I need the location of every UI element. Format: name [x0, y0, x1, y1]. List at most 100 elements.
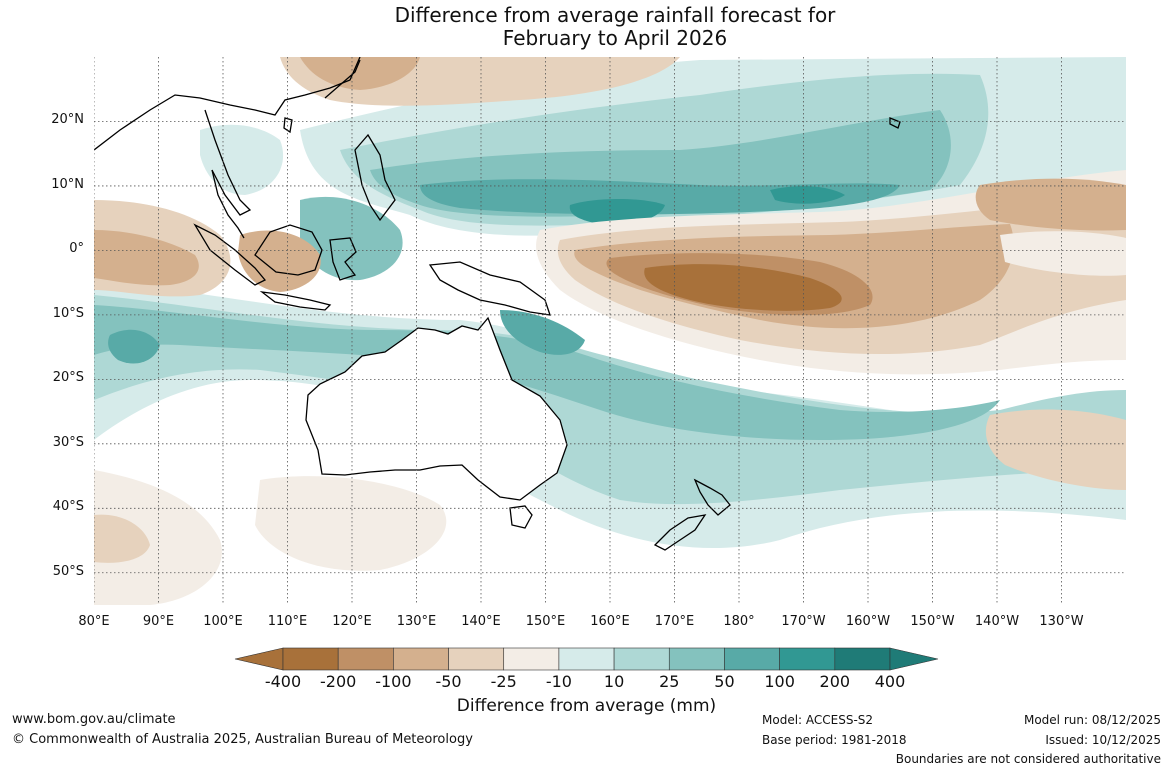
- longitude-label: 150°E: [525, 614, 566, 629]
- colorbar-tick-label: -200: [320, 672, 357, 691]
- colorbar-segment: [724, 647, 780, 671]
- longitude-label: 130°W: [1039, 614, 1084, 629]
- longitude-label: 140°W: [974, 614, 1020, 629]
- anomaly-wet-max-north: [569, 198, 665, 225]
- latitude-label: 10°S: [52, 305, 84, 321]
- rainfall-map: 20°N 10°N 0° 10°S 20°S 30°S 40°S 50°S 80°E 90°E 1…: [51, 57, 1126, 629]
- anomaly-wet-core-north: [420, 179, 900, 215]
- coast-sulawesi: [329, 237, 357, 281]
- colorbar-segment: [834, 647, 891, 671]
- coast-borneo: [254, 224, 323, 276]
- longitude-label: 140°E: [461, 614, 501, 629]
- issued-date: Issued: 10/12/2025: [1045, 733, 1161, 747]
- colorbar-tick-label: 10: [603, 672, 625, 691]
- anomaly-dry-southwest: [94, 470, 222, 605]
- longitude-label: 110°E: [267, 614, 308, 629]
- colorbar-segment: [282, 647, 339, 671]
- colorbar-tick-label: 200: [819, 672, 851, 691]
- colorbar-tick-label: 100: [764, 672, 795, 691]
- latitude-label: 30°S: [52, 434, 84, 450]
- colorbar-segment: [337, 647, 394, 671]
- longitude-label: 100°E: [203, 614, 243, 629]
- colorbar-tick-label: -400: [264, 672, 302, 691]
- anomaly-dry-north-asia-2: [300, 57, 420, 90]
- longitude-label: 120°E: [332, 614, 372, 629]
- longitude-label: 150°W: [910, 614, 955, 629]
- colorbar-tick-label: -25: [490, 672, 517, 691]
- coast-malay-peninsula: [211, 169, 245, 239]
- coast-new-zealand-north: [693, 478, 731, 516]
- colorbar-segment: [558, 647, 615, 671]
- colorbar-segment: [613, 647, 670, 671]
- coast-tasmania: [509, 505, 533, 529]
- coastline-layer: [94, 57, 901, 551]
- colorbar-over-extension: [889, 647, 939, 671]
- coast-new-guinea: [428, 261, 551, 316]
- longitude-label: 90°E: [142, 614, 175, 629]
- colorbar-segment: [448, 647, 505, 671]
- coast-asia-mainland: [94, 57, 361, 151]
- latitude-label: 10°N: [51, 176, 84, 192]
- base-period: Base period: 1981-2018: [762, 733, 907, 747]
- anomaly-dry-south-indian: [255, 476, 447, 571]
- model-run-date: Model run: 08/12/2025: [1023, 713, 1161, 727]
- colorbar-segment: [393, 647, 449, 671]
- longitude-label: 170°E: [654, 614, 695, 629]
- coast-japan: [324, 59, 361, 99]
- map-canvas: [94, 57, 1126, 605]
- anomaly-dry-east-pacific: [975, 178, 1126, 231]
- colorbar-tick-label: 25: [659, 672, 680, 691]
- longitude-label: 180°: [723, 614, 755, 629]
- latitude-label: 40°S: [52, 499, 84, 515]
- website-link[interactable]: www.bom.gov.au/climate: [12, 712, 176, 727]
- colorbar-tick-label: -100: [375, 672, 412, 691]
- graticule-layer: [94, 57, 1126, 605]
- anomaly-wet-south-china-sea: [200, 124, 284, 195]
- anomaly-wet-core-indian: [108, 329, 160, 364]
- anomaly-wet-core-coral-sea: [500, 310, 585, 355]
- longitude-label: 170°W: [781, 614, 826, 629]
- model-name: Model: ACCESS-S2: [762, 713, 874, 727]
- colorbar-tick-label: -50: [435, 672, 462, 691]
- latitude-label: 20°N: [51, 112, 84, 128]
- coast-australia: [305, 316, 568, 501]
- colorbar: [234, 647, 939, 671]
- longitude-label: 160°W: [845, 614, 891, 629]
- latitude-label: 20°S: [52, 370, 84, 386]
- colorbar-tick-label: -10: [545, 672, 572, 691]
- coast-new-zealand-south: [653, 514, 707, 551]
- coast-hawaii: [889, 117, 901, 129]
- colorbar-tick-label: 50: [714, 672, 735, 691]
- colorbar-under-extension: [234, 647, 284, 671]
- colorbar-segment: [668, 647, 725, 671]
- coast-java: [259, 291, 332, 311]
- colorbar-segment: [503, 647, 560, 671]
- coast-indochina: [204, 109, 252, 216]
- anomaly-dry-borneo: [238, 230, 321, 292]
- boundaries-disclaimer: Boundaries are not considered authoritat…: [895, 752, 1161, 766]
- coast-taiwan: [283, 117, 293, 134]
- anomaly-wet-maritime-continent: [300, 196, 403, 281]
- longitude-label: 80°E: [78, 614, 110, 629]
- map-title-line1: Difference from average rainfall forecas…: [394, 3, 836, 27]
- anomaly-dry-southeast-pacific: [985, 409, 1126, 490]
- colorbar-segment: [779, 647, 836, 671]
- map-title-line2: February to April 2026: [502, 26, 728, 50]
- copyright-text: © Commonwealth of Australia 2025, Austra…: [12, 732, 473, 747]
- coast-philippines: [354, 133, 396, 222]
- legend-title: Difference from average (mm): [456, 696, 717, 716]
- anomaly-wet-band-south-pacific-3: [94, 305, 1000, 440]
- latitude-label: 0°: [69, 241, 84, 257]
- longitude-label: 160°E: [590, 614, 630, 629]
- longitude-label: 130°E: [396, 614, 437, 629]
- latitude-label: 50°S: [52, 563, 84, 579]
- anomaly-dry-southwest-2: [94, 514, 150, 563]
- colorbar-legend: [0, 640, 1173, 720]
- anomaly-dry-east-north-pacific: [1000, 231, 1126, 276]
- map-plot-area: [94, 57, 1126, 605]
- anomaly-dry-central-pacific-max: [644, 264, 842, 311]
- anomaly-dry-indian-equator-2: [94, 230, 199, 286]
- anomaly-australia-land: [306, 318, 567, 500]
- map-title: Difference from average rainfall forecas…: [0, 4, 1173, 50]
- coast-sumatra: [193, 223, 267, 286]
